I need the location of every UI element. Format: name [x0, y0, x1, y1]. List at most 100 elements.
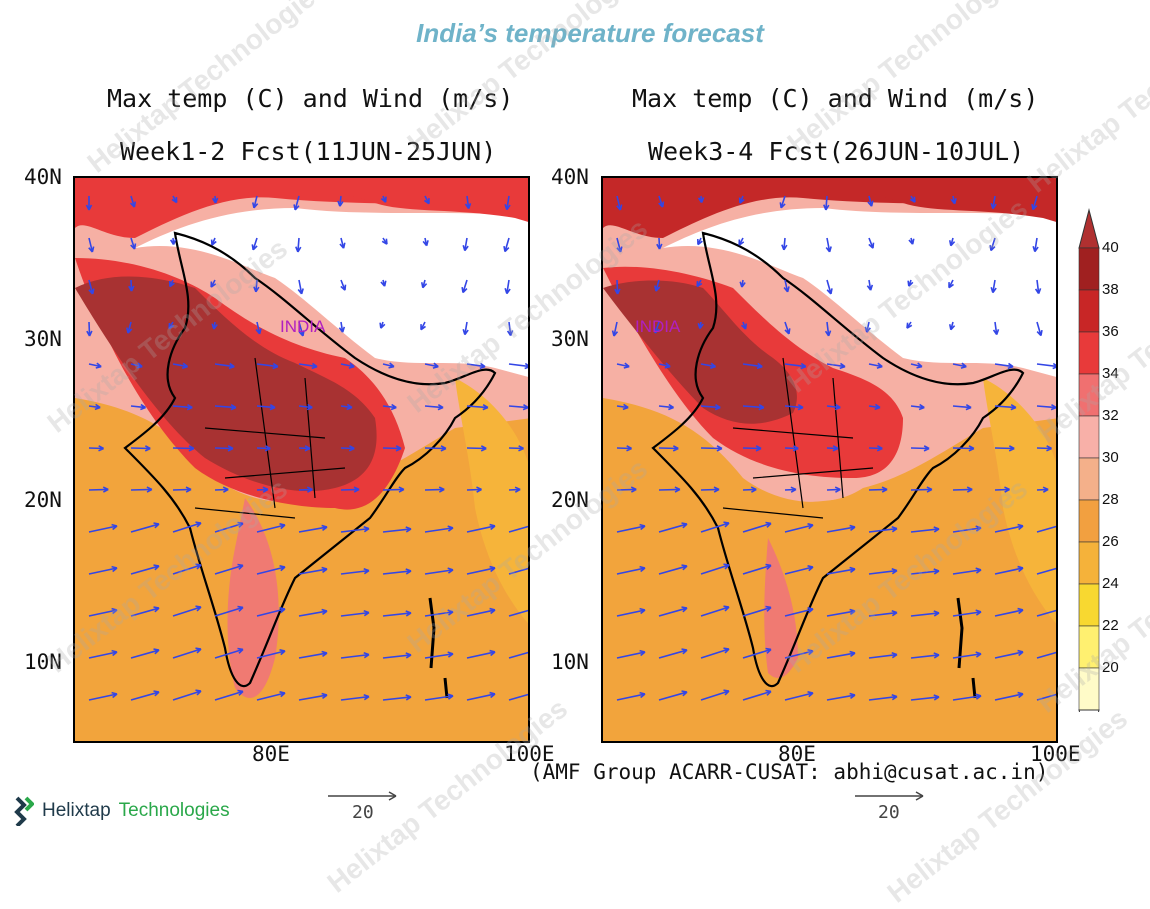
field-east: [983, 378, 1056, 624]
wind-arrow: [616, 195, 623, 211]
wind-arrow: [88, 279, 95, 295]
wind-arrow: [908, 237, 915, 245]
wind-arrow: [211, 195, 219, 204]
wind-arrow: [952, 486, 973, 493]
wind-arrow: [866, 279, 874, 291]
wind-arrow: [994, 565, 1024, 575]
panel1-title-line1: Max temp (C) and Wind (m/s): [107, 84, 514, 113]
wind-arrow: [989, 237, 996, 252]
wind-arrow: [1036, 445, 1052, 452]
wind-arrow: [950, 195, 957, 205]
wind-arrow: [168, 321, 175, 330]
wind-arrow: [784, 403, 804, 411]
wind-arrow: [506, 321, 514, 337]
wind-arrow: [508, 651, 528, 659]
wind-arrow: [172, 605, 202, 617]
wind-arrow: [130, 362, 143, 369]
wind-arrow: [340, 486, 360, 493]
wind-arrow: [823, 195, 830, 211]
wind-arrow: [340, 693, 370, 701]
wind-arrow: [214, 563, 244, 575]
wind-arrow: [616, 649, 646, 659]
wind-arrow: [696, 237, 703, 246]
wind-arrow: [466, 362, 486, 370]
wind-arrow: [340, 651, 370, 659]
field-deccan: [764, 538, 798, 678]
wind-arrow: [826, 692, 856, 701]
wind-arrow: [658, 648, 688, 659]
wind-arrow: [256, 607, 286, 617]
wind-arrow: [88, 649, 118, 659]
wind-arrow: [742, 486, 757, 493]
field-28: [603, 458, 1056, 741]
wind-arrow: [700, 521, 730, 533]
wind-arrow: [214, 521, 244, 533]
wind-arrow: [85, 196, 93, 211]
wind-arrow: [910, 610, 940, 617]
wind-arrow: [952, 403, 972, 411]
wind-arrow: [910, 652, 940, 659]
wind-arrow: [824, 321, 832, 337]
wind-arrow: [86, 321, 93, 337]
wind-arrow: [868, 362, 883, 369]
wind-arrow: [952, 445, 975, 452]
wind-arrow: [129, 195, 137, 208]
wind-arrow: [1036, 403, 1056, 411]
wind-arrow: [742, 521, 772, 533]
wind-arrow: [128, 279, 135, 292]
wind-arrow: [948, 237, 956, 247]
wind-arrow: [742, 689, 772, 701]
wind-arrow: [616, 486, 637, 493]
wind-arrow: [130, 648, 160, 659]
wind-arrow: [910, 526, 940, 533]
wind-arrow: [948, 279, 954, 289]
wind-arrow: [88, 486, 109, 493]
wind-arrow: [382, 445, 402, 452]
wind-arrow: [382, 362, 395, 369]
brand-name-part1: Helixtap: [42, 800, 111, 821]
wind-arrow: [994, 445, 1015, 452]
wind-arrow: [826, 608, 856, 617]
wind-arrow: [298, 403, 313, 411]
islands: [956, 597, 977, 699]
wind-arrow: [214, 647, 244, 659]
wind-reference-label: 20: [352, 802, 374, 823]
wind-arrow: [654, 279, 661, 292]
wind-arrow: [658, 606, 688, 617]
wind-arrow: [255, 321, 262, 335]
p2-ytick-30n: 30N: [551, 327, 589, 351]
wind-arrow: [697, 195, 705, 203]
p1-xtick-100e: 100E: [504, 742, 555, 766]
colorbar-swatch: [1078, 415, 1100, 459]
wind-arrow: [826, 650, 856, 659]
wind-arrow: [503, 237, 510, 253]
wind-arrow: [616, 403, 629, 411]
wind-arrow: [424, 362, 439, 369]
wind-arrow: [508, 525, 528, 533]
wind-arrow: [172, 647, 202, 659]
wind-arrow: [992, 321, 1000, 336]
colorbar-swatch: [1078, 373, 1100, 417]
wind-arrow: [1036, 362, 1056, 370]
colorbar-label: 24: [1102, 575, 1119, 592]
wind-arrow: [700, 403, 721, 411]
wind-arrow: [88, 523, 118, 533]
field-40: [75, 276, 377, 492]
colorbar-label: 36: [1102, 323, 1119, 340]
wind-arrow: [466, 607, 496, 617]
wind-arrow: [340, 567, 370, 575]
wind-arrow: [508, 609, 528, 617]
p1-ytick-30n: 30N: [24, 327, 62, 351]
wind-arrow: [256, 403, 276, 411]
colorbar-label: 26: [1102, 533, 1119, 550]
wind-arrow: [742, 563, 772, 575]
wind-arrow: [781, 237, 788, 251]
wind-arrow: [214, 689, 244, 701]
wind-arrow: [293, 195, 300, 211]
map2-svg: INDIA: [603, 178, 1056, 741]
wind-arrow: [868, 525, 898, 533]
colorbar-swatch: [1078, 247, 1100, 291]
colorbar-label: 40: [1102, 239, 1119, 256]
wind-arrow: [214, 445, 234, 452]
wind-arrow: [130, 445, 151, 452]
